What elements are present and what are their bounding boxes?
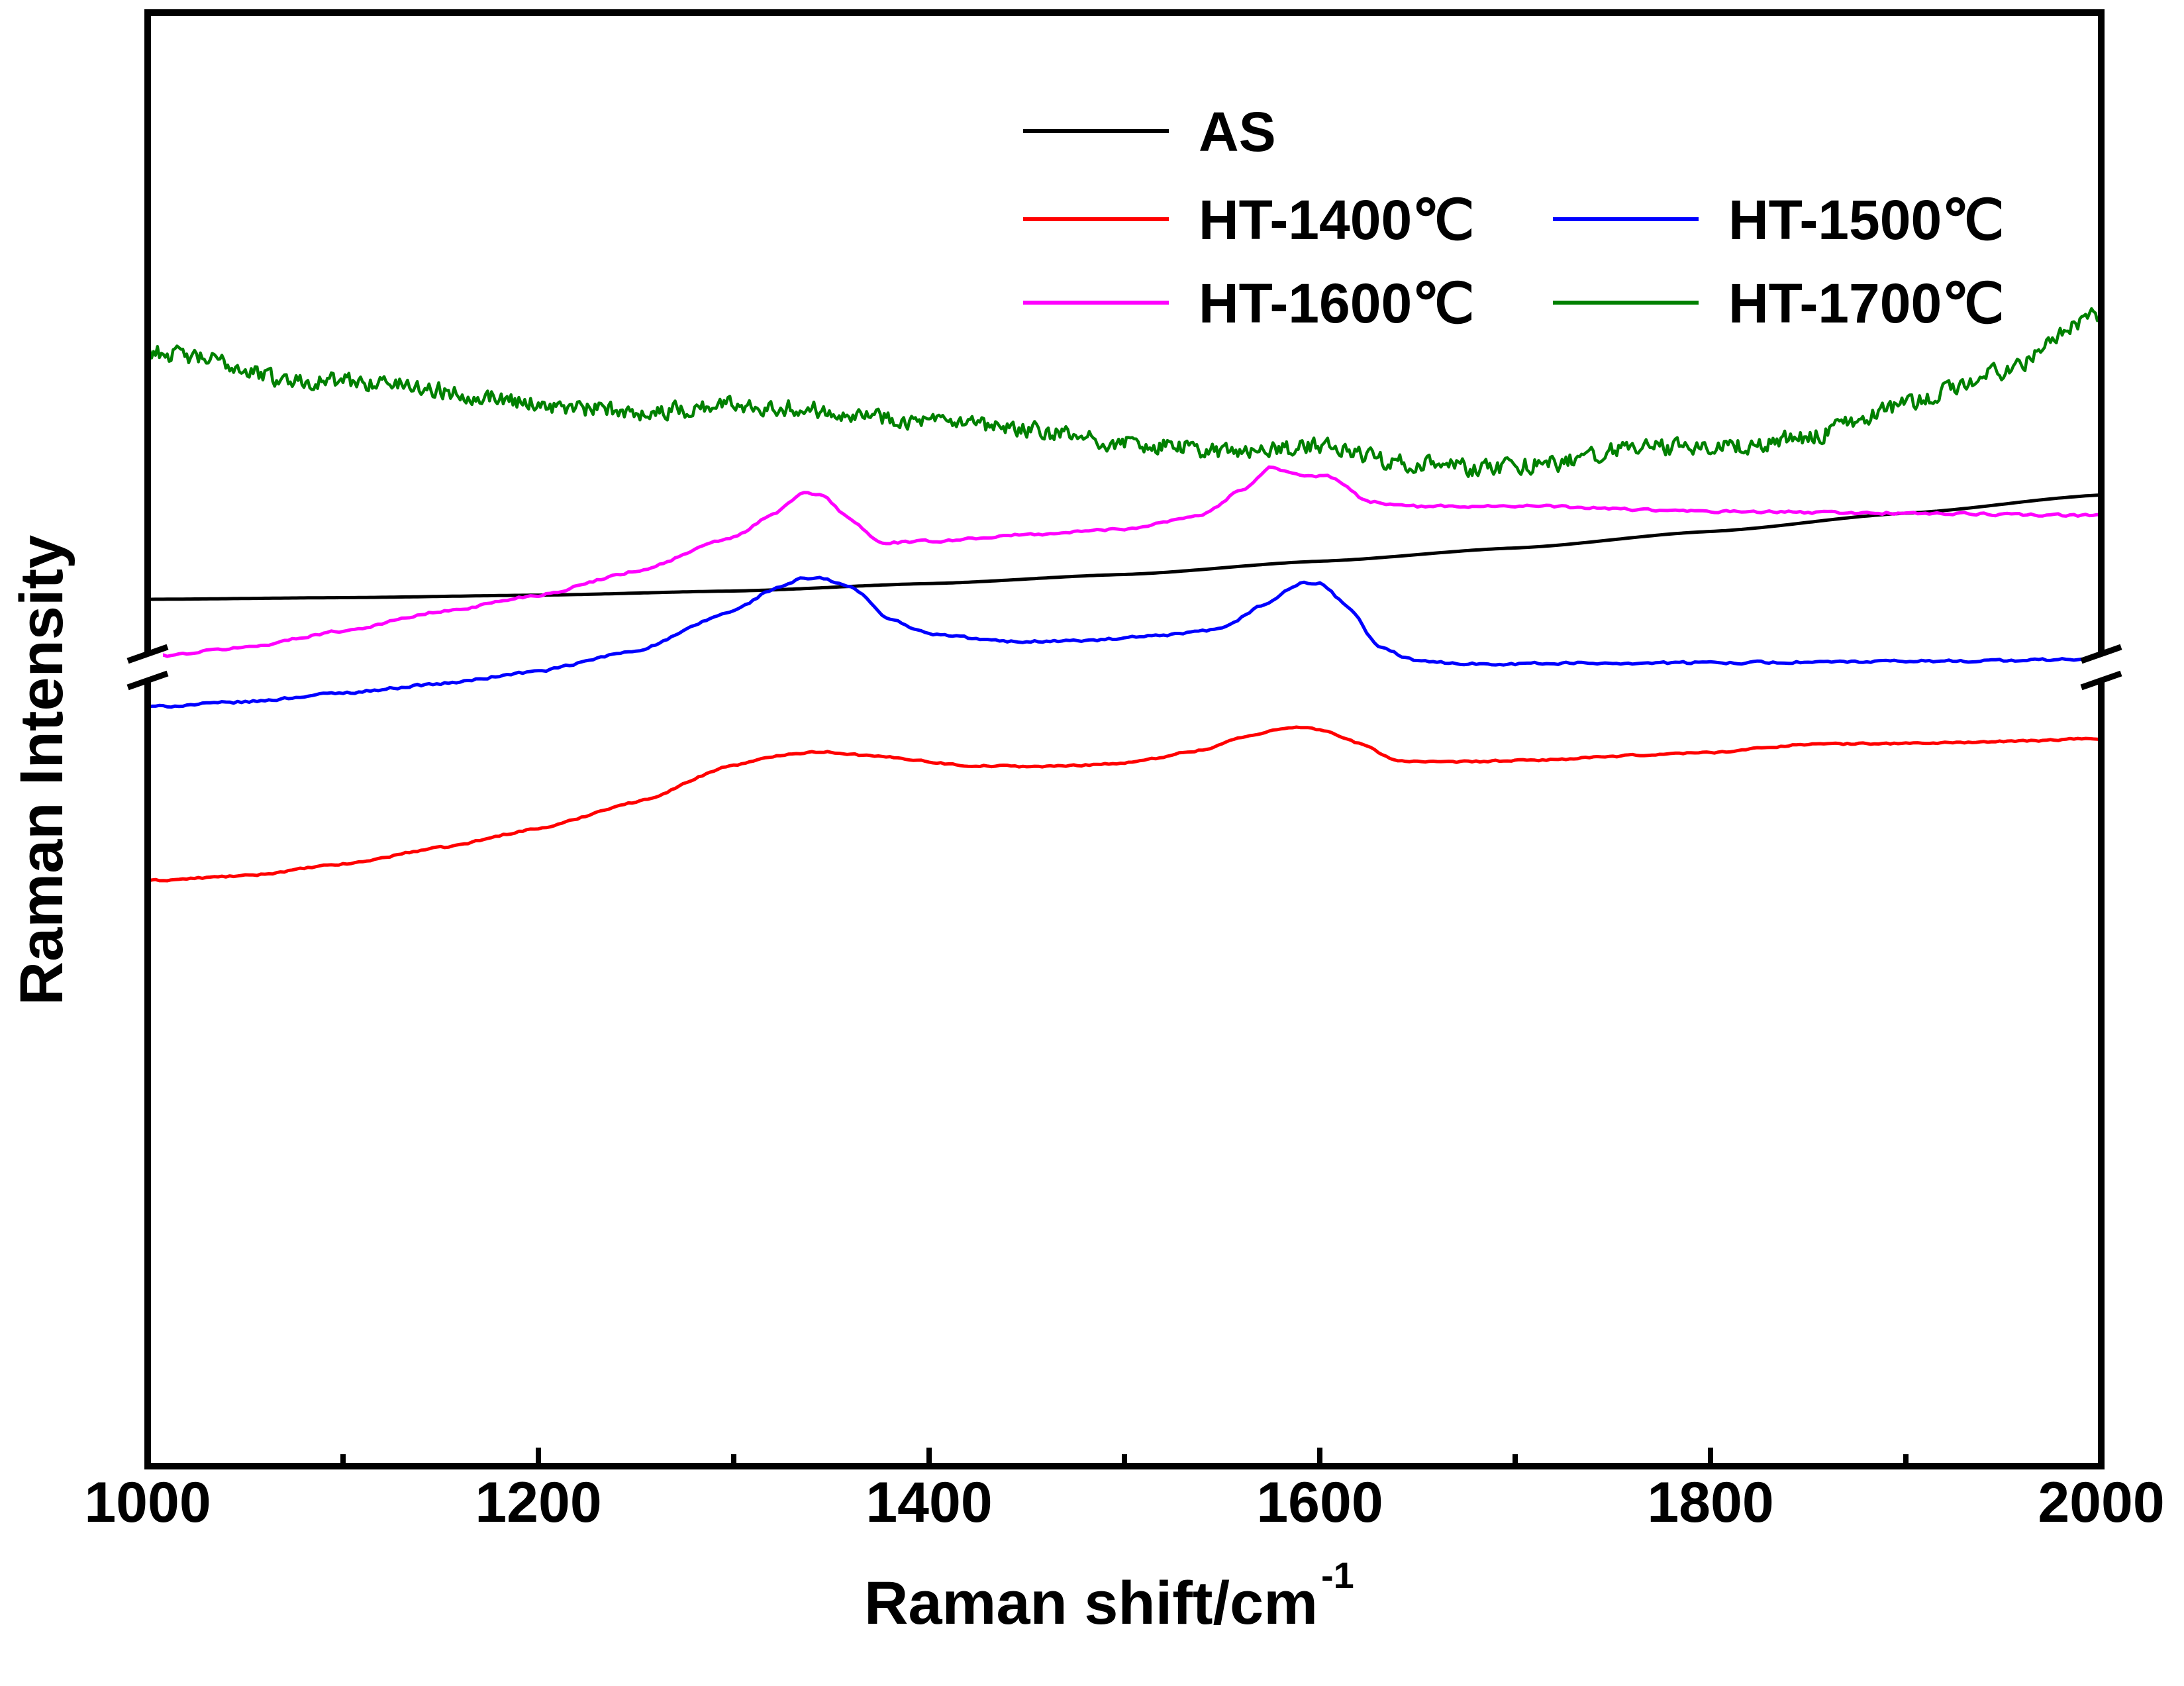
x-tick-label-1800: 1800 [1647, 1471, 1773, 1534]
x-tick-label-1000: 1000 [84, 1471, 211, 1534]
y-axis-break-right [2080, 644, 2122, 691]
legend-label-ht-1400: HT-1400℃ [1199, 189, 1475, 251]
series-layer [146, 307, 2103, 883]
series-line-ht-1400 [147, 725, 2102, 883]
x-axis-title: Raman shift/cm [864, 1569, 1318, 1637]
series-line-ht-1700 [146, 307, 2103, 478]
x-tick-label-1400: 1400 [866, 1471, 992, 1534]
legend-label-ht-1600: HT-1600℃ [1199, 272, 1475, 334]
legend-label-as: AS [1199, 101, 1276, 163]
series-line-ht-1500 [147, 575, 2102, 709]
y-axis-break-left [126, 644, 169, 691]
x-tick-label-2000: 2000 [2038, 1471, 2164, 1534]
legend-label-ht-1500: HT-1500℃ [1728, 189, 2005, 251]
x-axis-tick-labels: 1000 1200 1400 1600 1800 2000 [84, 1471, 2164, 1534]
y-axis-title: Raman Intensity [8, 535, 75, 1006]
legend: AS HT-1400℃ HT-1500℃ HT-1600℃ HT-1700℃ [1023, 101, 2005, 334]
series-line-as [148, 493, 2102, 601]
legend-label-ht-1700: HT-1700℃ [1728, 272, 2005, 334]
x-tick-label-1200: 1200 [475, 1471, 601, 1534]
x-tick-label-1600: 1600 [1256, 1471, 1383, 1534]
series-line-ht-1600 [147, 465, 2102, 660]
x-axis-ticks [145, 1448, 2104, 1466]
x-axis-title-superscript: -1 [1321, 1554, 1354, 1596]
